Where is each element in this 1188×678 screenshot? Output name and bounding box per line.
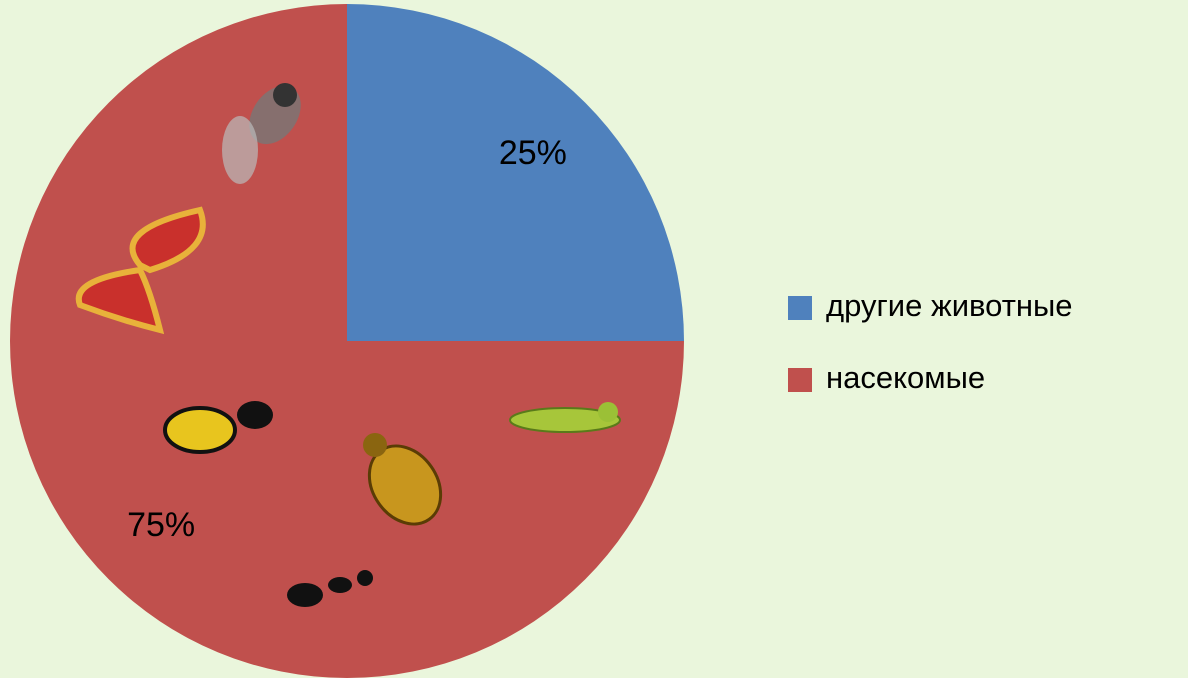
- page: другие животныенасекомые 25%75% (() =>: [0, 0, 1188, 678]
- data-label: 25%: [499, 134, 567, 172]
- legend-label: насекомые: [826, 360, 985, 395]
- legend-swatch: [788, 296, 812, 320]
- data-label: 75%: [127, 506, 195, 544]
- legend-label: другие животные: [826, 288, 1073, 323]
- legend-swatch: [788, 368, 812, 392]
- slices: [10, 4, 684, 678]
- chart: другие животные насекомые 25% 75%: [0, 0, 1188, 678]
